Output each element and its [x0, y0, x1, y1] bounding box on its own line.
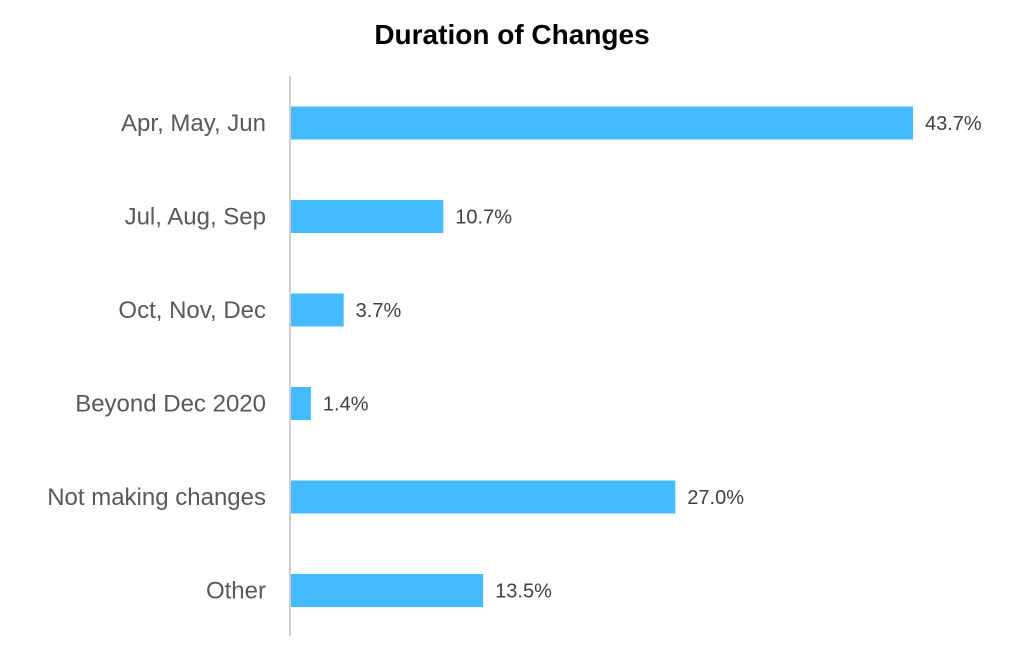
category-label: Apr, May, Jun — [121, 110, 266, 137]
data-label: 10.7% — [455, 207, 512, 229]
bar — [291, 200, 444, 233]
data-label: 1.4% — [323, 394, 369, 416]
data-label: 43.7% — [925, 113, 982, 135]
category-label: Jul, Aug, Sep — [125, 204, 266, 231]
category-label: Beyond Dec 2020 — [75, 391, 266, 418]
bar — [291, 293, 344, 327]
category-label: Other — [206, 578, 266, 605]
data-label: 27.0% — [687, 487, 744, 509]
category-label: Oct, Nov, Dec — [118, 297, 266, 324]
chart-title: Duration of Changes — [374, 19, 649, 50]
bar — [291, 106, 913, 140]
bar — [291, 387, 311, 420]
data-label: 3.7% — [356, 300, 402, 322]
category-label: Not making changes — [47, 484, 266, 511]
bar — [291, 574, 484, 607]
bars-layer: Apr, May, Jun 43.7% Jul, Aug, Sep 10.7% Oct,… — [47, 106, 982, 607]
data-label: 13.5% — [495, 581, 552, 603]
bar — [291, 480, 676, 514]
